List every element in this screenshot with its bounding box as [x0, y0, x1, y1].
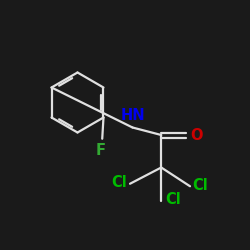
- Text: F: F: [96, 143, 106, 158]
- Text: Cl: Cl: [192, 178, 208, 192]
- Text: O: O: [190, 128, 202, 142]
- Text: HN: HN: [120, 108, 145, 123]
- Text: Cl: Cl: [165, 192, 181, 208]
- Text: Cl: Cl: [112, 175, 128, 190]
